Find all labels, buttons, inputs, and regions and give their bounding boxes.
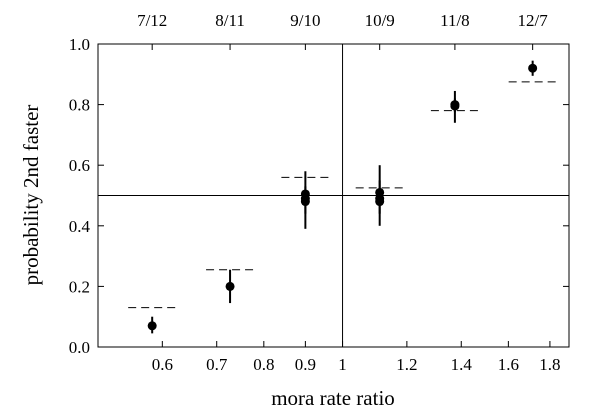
x-axis-ticks: 0.6 0.7 0.8 0.9 1 1.2 1.4 1.6 1.8 (152, 341, 561, 374)
y-tick-label: 0.8 (69, 96, 90, 115)
data-point (300, 189, 310, 199)
data-point (375, 187, 385, 197)
y-axis-ticks: 0.0 0.2 0.4 0.6 0.8 1.0 (69, 35, 569, 357)
top-tick-label: 12/7 (518, 11, 549, 30)
reference-lines (98, 44, 569, 347)
data-point (528, 63, 538, 73)
y-tick-label: 0.2 (69, 277, 90, 296)
prediction-dashes (128, 81, 557, 309)
y-axis-label: probability 2nd faster (19, 105, 43, 286)
x-tick-label: 0.9 (295, 355, 316, 374)
data-points (147, 63, 538, 331)
x-tick-label: 1.8 (539, 355, 560, 374)
data-point (375, 197, 385, 207)
data-point (225, 281, 235, 291)
top-tick-label: 8/11 (215, 11, 245, 30)
x-tick-label: 1.2 (396, 355, 417, 374)
data-point (300, 197, 310, 207)
data-point (450, 100, 460, 110)
y-tick-label: 1.0 (69, 35, 90, 54)
y-tick-label: 0.0 (69, 338, 90, 357)
top-axis-ticks: 7/12 8/11 9/10 10/9 11/8 12/7 (137, 11, 548, 50)
x-tick-label: 0.6 (152, 355, 173, 374)
y-tick-label: 0.4 (69, 217, 91, 236)
x-tick-label: 1.6 (498, 355, 519, 374)
y-tick-label: 0.6 (69, 156, 90, 175)
data-point (147, 321, 157, 331)
top-tick-label: 10/9 (365, 11, 395, 30)
x-tick-label: 1.4 (451, 355, 473, 374)
top-tick-label: 11/8 (440, 11, 470, 30)
x-tick-label: 1 (338, 355, 347, 374)
x-axis-label: mora rate ratio (271, 386, 395, 410)
x-tick-label: 0.7 (206, 355, 228, 374)
top-tick-label: 9/10 (290, 11, 320, 30)
x-tick-label: 0.8 (253, 355, 274, 374)
top-tick-label: 7/12 (137, 11, 167, 30)
